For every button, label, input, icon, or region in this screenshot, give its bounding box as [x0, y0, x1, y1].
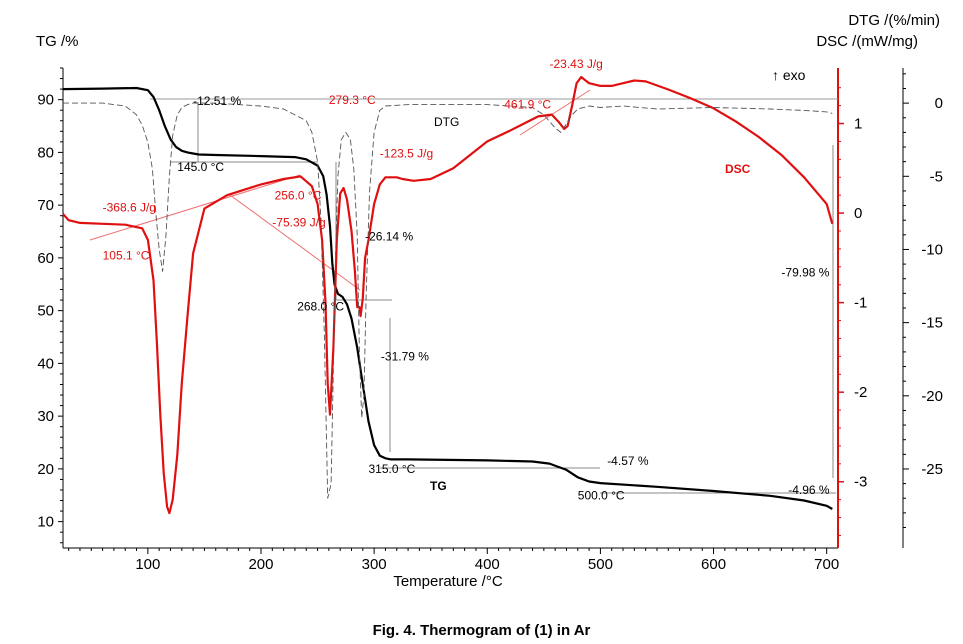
x-tick-label: 200	[248, 556, 273, 573]
dsc-tick-label: 0	[854, 205, 862, 222]
annotation-label: -123.5 J/g	[380, 147, 433, 161]
dsc-tick-label: -2	[854, 384, 867, 401]
x-tick-label: 400	[475, 556, 500, 573]
annotations: -12.51 % 145.0 °C -368.6 J/g 105.1 °C 279.3 …	[103, 57, 830, 502]
tg-tick-label: 20	[37, 461, 54, 478]
annotation-label: -75.39 J/g	[272, 216, 325, 230]
annotation-label: -4.96 %	[788, 483, 830, 497]
figure-caption: Fig. 4. Thermogram of (1) in Ar	[372, 622, 591, 639]
x-tick-label: 700	[814, 556, 839, 573]
dtg-tick-label: -25	[921, 461, 943, 478]
axis-ticks: 100 200 300 400 500 600 700102030405060708090-…	[37, 67, 943, 573]
tg-tick-label: 40	[37, 355, 54, 372]
dtg-curve	[63, 102, 833, 499]
dtg-tick-label: -20	[921, 388, 943, 405]
annotation-label: 268.0 °C	[297, 300, 344, 314]
dtg-axis-title: DTG /(%/min)	[848, 12, 940, 29]
dtg-tick-label: -15	[921, 315, 943, 332]
annotation-label: 145.0 °C	[177, 160, 224, 174]
annotation-label: 279.3 °C	[329, 93, 376, 107]
annotation-label: -368.6 J/g	[103, 200, 156, 214]
tg-tick-label: 50	[37, 303, 54, 320]
tg-tick-label: 10	[37, 514, 54, 531]
dtg-tick-label: -5	[930, 168, 943, 185]
x-tick-label: 600	[701, 556, 726, 573]
x-tick-label: 300	[362, 556, 387, 573]
dsc-peak2-baseline	[229, 194, 361, 291]
dsc-peak4-baseline	[519, 89, 591, 136]
tg-tick-label: 30	[37, 408, 54, 425]
annotation-label: 256.0 °C	[275, 189, 322, 203]
dtg-curve-label: DTG	[434, 115, 459, 129]
dsc-peak1-baseline	[89, 174, 301, 241]
dsc-axis-title: DSC /(mW/mg)	[816, 33, 918, 50]
dtg-tick-label: 0	[935, 95, 943, 112]
dsc-curve-label: DSC	[725, 162, 751, 176]
tg-axis-title: TG /%	[36, 33, 79, 50]
annotation-label: -4.57 %	[607, 454, 649, 468]
dtg-tick-label: -10	[921, 241, 943, 258]
x-tick-label: 100	[135, 556, 160, 573]
dsc-tick-label: -3	[854, 474, 867, 491]
annotation-label: 500.0 °C	[578, 488, 625, 502]
exo-direction-note: ↑ exo	[772, 67, 806, 83]
annotation-label: -26.14 %	[365, 229, 413, 243]
tg-curve	[62, 86, 833, 510]
x-tick-label: 500	[588, 556, 613, 573]
annotation-label: 105.1 °C	[103, 249, 150, 263]
tg-tick-label: 90	[37, 92, 54, 109]
annotation-label: -79.98 %	[781, 265, 829, 279]
dsc-tick-label: -1	[854, 295, 867, 312]
annotation-label: -31.79 %	[381, 350, 429, 364]
annotation-label: 315.0 °C	[368, 462, 415, 476]
tg-tick-label: 60	[37, 250, 54, 267]
data-curves	[62, 75, 834, 515]
tg-tick-label: 80	[37, 144, 54, 161]
annotation-label: 461.9 °C	[504, 97, 551, 111]
tg-tick-label: 70	[37, 197, 54, 214]
annotation-label: -12.51 %	[193, 94, 241, 108]
tg-curve-label: TG	[430, 479, 447, 493]
annotation-label: -23.43 J/g	[549, 57, 602, 71]
dsc-tick-label: 1	[854, 116, 862, 133]
dsc-curve	[62, 75, 834, 515]
x-axis-title: Temperature /°C	[393, 573, 503, 590]
